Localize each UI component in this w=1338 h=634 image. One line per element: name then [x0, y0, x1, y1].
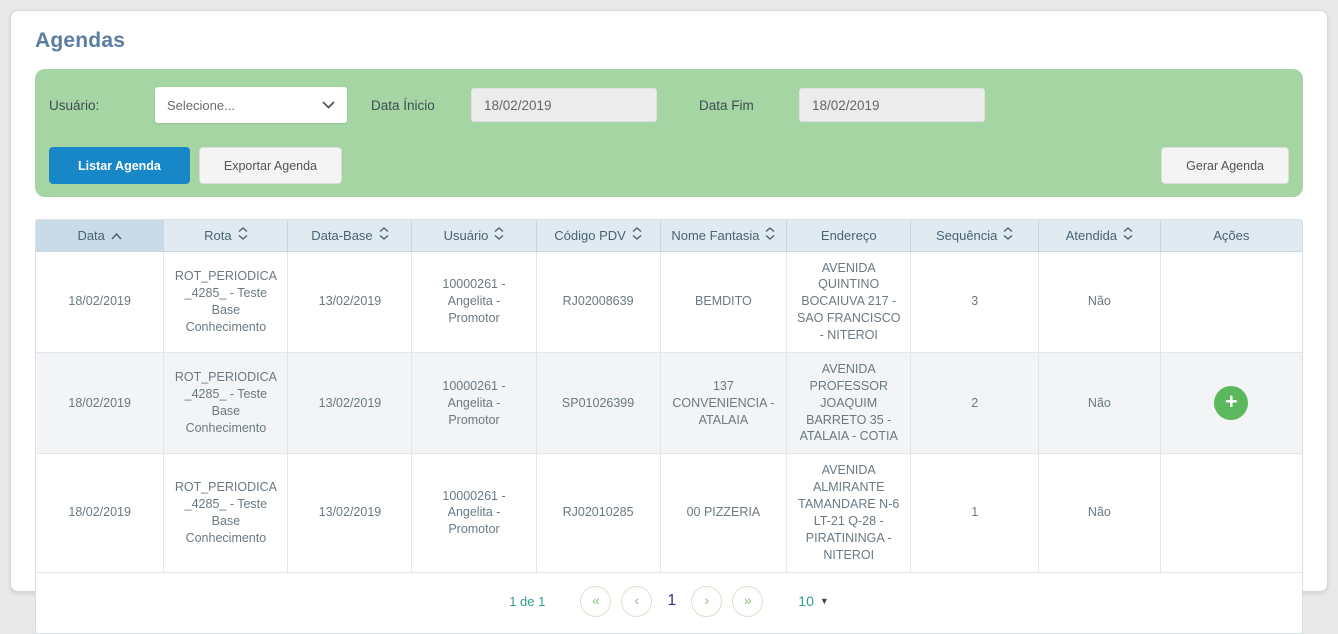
date-end-label: Data Fim [699, 97, 754, 113]
cell-rota: ROT_PERIODICA_4285_ - Teste Base Conheci… [163, 351, 289, 455]
cell-nome-fantasia: 137 CONVENIENCIA - ATALAIA [659, 351, 788, 455]
agenda-table: Data Rota Da [36, 220, 1302, 573]
column-header-data[interactable]: Data [36, 220, 165, 252]
cell-acoes [1159, 453, 1302, 573]
cell-sequencia: 1 [910, 453, 1040, 573]
page-size-value: 10 [798, 593, 814, 609]
cell-nome-fantasia: BEMDITO [659, 250, 788, 353]
agenda-table-container: Data Rota Da [35, 219, 1303, 634]
cell-atendida: Não [1038, 453, 1161, 573]
column-header-acoes[interactable]: Ações [1159, 220, 1302, 252]
user-select-value: Selecione... [167, 97, 235, 113]
cell-atendida: Não [1038, 351, 1161, 455]
add-action-button[interactable]: + [1214, 386, 1249, 421]
cell-acoes: + [1159, 351, 1302, 455]
date-end-input[interactable] [799, 88, 985, 122]
sort-icon [238, 227, 248, 243]
last-page-button[interactable]: » [732, 585, 764, 617]
listar-agenda-button[interactable]: Listar Agenda [49, 147, 190, 184]
cell-sequencia: 2 [910, 351, 1040, 455]
sort-icon [1123, 227, 1133, 243]
table-row: 18/02/2019 ROT_PERIODICA_4285_ - Teste B… [36, 250, 1302, 353]
cell-endereco: AVENIDA PROFESSOR JOAQUIM BARRETO 35 - A… [786, 351, 912, 455]
sort-icon [632, 227, 642, 243]
cell-nome-fantasia: 00 PIZZERIA [659, 453, 788, 573]
cell-sequencia: 3 [910, 250, 1040, 353]
sort-icon [494, 227, 504, 243]
cell-data-base: 13/02/2019 [287, 351, 413, 455]
table-header-row: Data Rota Da [36, 220, 1302, 252]
cell-codigo-pdv: RJ02008639 [535, 250, 661, 353]
table-row: 18/02/2019 ROT_PERIODICA_4285_ - Teste B… [36, 453, 1302, 573]
cell-codigo-pdv: RJ02010285 [535, 453, 661, 573]
column-header-data-base[interactable]: Data-Base [287, 220, 413, 252]
cell-data: 18/02/2019 [36, 250, 165, 353]
cell-rota: ROT_PERIODICA_4285_ - Teste Base Conheci… [163, 453, 289, 573]
page-title: Agendas [35, 29, 126, 52]
column-header-sequencia[interactable]: Sequência [910, 220, 1040, 252]
column-header-nome-fantasia[interactable]: Nome Fantasia [659, 220, 788, 252]
table-row: 18/02/2019 ROT_PERIODICA_4285_ - Teste B… [36, 351, 1302, 455]
cell-atendida: Não [1038, 250, 1161, 353]
cell-endereco: AVENIDA QUINTINO BOCAIUVA 217 - SAO FRAN… [786, 250, 912, 353]
first-page-icon: « [591, 592, 600, 608]
pagination-summary: 1 de 1 [509, 593, 546, 609]
cell-data-base: 13/02/2019 [287, 250, 413, 353]
last-page-icon: » [743, 592, 752, 608]
next-page-button[interactable]: › [691, 585, 723, 617]
date-start-label: Data Ínicio [371, 97, 435, 113]
sort-icon [1003, 227, 1013, 243]
column-header-endereco[interactable]: Endereço [786, 220, 912, 252]
filter-row: Usuário: Selecione... Data Ínicio Data F… [49, 87, 1289, 123]
column-header-rota[interactable]: Rota [163, 220, 289, 252]
column-header-usuario[interactable]: Usuário [411, 220, 537, 252]
column-header-atendida[interactable]: Atendida [1038, 220, 1161, 252]
date-start-input[interactable] [471, 88, 657, 122]
sort-icon [379, 227, 389, 243]
add-icon: + [1224, 388, 1238, 414]
caret-down-icon: ▼ [819, 596, 829, 606]
column-header-codigo-pdv[interactable]: Código PDV [535, 220, 661, 252]
cell-endereco: AVENIDA ALMIRANTE TAMANDARE N-6 LT-21 Q-… [786, 453, 912, 573]
first-page-button[interactable]: « [580, 585, 612, 617]
user-select[interactable]: Selecione... [155, 87, 347, 123]
cell-data: 18/02/2019 [36, 453, 165, 573]
cell-usuario: 10000261 - Angelita - Promotor [411, 250, 537, 353]
cell-usuario: 10000261 - Angelita - Promotor [411, 453, 537, 573]
sort-ascending-icon [111, 228, 122, 243]
page-size-select[interactable]: 10 ▼ [798, 593, 829, 609]
filter-panel: Usuário: Selecione... Data Ínicio Data F… [35, 69, 1303, 197]
cell-data-base: 13/02/2019 [287, 453, 413, 573]
chevron-down-icon [322, 96, 335, 114]
filter-actions: Listar Agenda Exportar Agenda Gerar Agen… [49, 147, 1289, 184]
user-label: Usuário: [49, 97, 100, 113]
cell-acoes [1159, 250, 1302, 353]
cell-rota: ROT_PERIODICA_4285_ - Teste Base Conheci… [163, 250, 289, 353]
cell-usuario: 10000261 - Angelita - Promotor [411, 351, 537, 455]
gerar-agenda-button[interactable]: Gerar Agenda [1161, 147, 1289, 184]
cell-data: 18/02/2019 [36, 351, 165, 455]
cell-codigo-pdv: SP01026399 [535, 351, 661, 455]
pagination: 1 de 1 « ‹ 1 › » 10 ▼ [36, 572, 1302, 633]
current-page-number: 1 [667, 592, 677, 609]
previous-page-button[interactable]: ‹ [621, 585, 653, 617]
sort-icon [765, 227, 775, 243]
agendas-card: Agendas Usuário: Selecione... Data Ínici… [10, 10, 1328, 634]
exportar-agenda-button[interactable]: Exportar Agenda [198, 147, 343, 184]
next-page-icon: › [704, 592, 710, 608]
previous-page-icon: ‹ [634, 592, 640, 608]
